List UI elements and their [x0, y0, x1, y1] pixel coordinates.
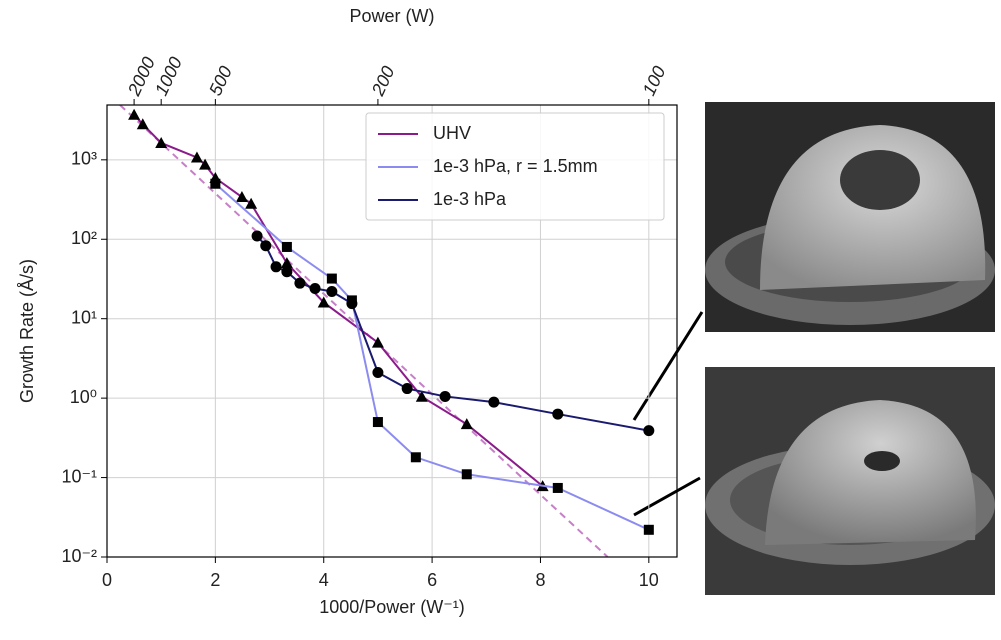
- y-tick-label: 10²: [71, 228, 97, 248]
- marker: [372, 367, 384, 379]
- marker: [251, 230, 263, 242]
- x2-axis-label: Power (W): [350, 6, 435, 26]
- x2-tick-label: 500: [205, 63, 236, 99]
- marker: [439, 390, 451, 402]
- y-tick-label: 10³: [71, 149, 97, 169]
- marker: [190, 151, 203, 163]
- connector: [632, 311, 704, 421]
- marker: [461, 469, 472, 480]
- marker: [309, 282, 321, 294]
- legend: UHV 1e-3 hPa, r = 1.5mm 1e-3 hPa: [365, 112, 665, 221]
- legend-label: 1e-3 hPa: [433, 189, 507, 209]
- marker: [128, 108, 141, 120]
- marker: [281, 241, 292, 252]
- legend-box: [365, 112, 665, 221]
- marker: [415, 390, 428, 402]
- x-tick-label: 10: [639, 570, 659, 590]
- axes: 1000/Power (W⁻¹) Power (W) Growth Rate (…: [17, 6, 670, 617]
- x-tick-label: 6: [427, 570, 437, 590]
- marker: [552, 408, 564, 420]
- x-tick-label: 8: [535, 570, 545, 590]
- y-tick-label: 10⁻¹: [61, 466, 97, 486]
- x-axis-label: 1000/Power (W⁻¹): [319, 597, 465, 617]
- marker: [317, 296, 330, 308]
- marker: [346, 298, 358, 310]
- marker: [199, 158, 212, 170]
- y-axis-label: Growth Rate (Å/s): [17, 259, 37, 403]
- x-tick-label: 0: [102, 570, 112, 590]
- x2-tick-label: 1000: [151, 54, 186, 99]
- photos: [632, 102, 995, 595]
- photo-hole: [864, 451, 900, 471]
- marker: [371, 336, 384, 348]
- marker: [280, 257, 293, 269]
- marker: [326, 273, 337, 284]
- marker: [326, 285, 338, 297]
- marker: [401, 383, 413, 395]
- y-tick-label: 10⁰: [70, 387, 97, 407]
- marker: [294, 277, 306, 289]
- x2-tick-label: 2000: [123, 54, 158, 100]
- series-line: [256, 235, 650, 432]
- connector: [633, 476, 701, 517]
- x-tick-label: 2: [210, 570, 220, 590]
- marker: [136, 118, 149, 130]
- marker: [270, 261, 282, 273]
- y-tick-label: 10¹: [71, 307, 97, 327]
- marker: [245, 197, 258, 209]
- y-tick-label: 10⁻²: [61, 546, 97, 566]
- marker: [552, 482, 563, 493]
- marker: [643, 524, 654, 535]
- axes-frame: [106, 104, 678, 558]
- marker: [460, 418, 473, 430]
- marker: [155, 136, 168, 148]
- fit-line: [119, 105, 609, 557]
- x2-tick-label: 100: [639, 63, 670, 99]
- x2-tick-label: 200: [367, 63, 398, 100]
- x-tick-label: 4: [319, 570, 329, 590]
- marker: [410, 452, 421, 463]
- marker: [235, 191, 248, 203]
- marker: [488, 396, 500, 408]
- plot: [119, 105, 655, 557]
- photo-hole: [840, 150, 920, 210]
- marker: [643, 425, 655, 437]
- photo-dome: [765, 400, 976, 545]
- marker: [281, 266, 293, 278]
- legend-label: UHV: [433, 123, 471, 143]
- marker: [372, 417, 383, 428]
- marker: [260, 240, 272, 252]
- legend-label: 1e-3 hPa, r = 1.5mm: [433, 156, 598, 176]
- marker: [210, 178, 221, 189]
